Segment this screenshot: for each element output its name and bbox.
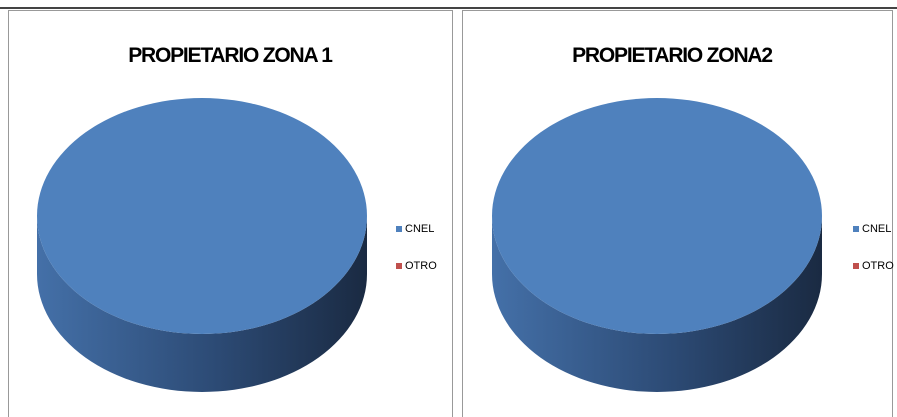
chart-title: PROPIETARIO ZONA 1	[128, 44, 333, 67]
legend-swatch	[853, 226, 859, 232]
pie-side	[492, 216, 822, 392]
pie-side	[37, 216, 367, 392]
legend-label: CNEL	[862, 223, 891, 235]
legend-swatch	[853, 263, 859, 269]
legend-swatch	[396, 263, 402, 269]
legend-label: CNEL	[405, 223, 434, 235]
panel	[462, 10, 893, 417]
pie-slice	[37, 98, 367, 334]
legend-label: OTRO	[862, 260, 894, 272]
chart-title: PROPIETARIO ZONA2	[572, 44, 772, 67]
legend-label: OTRO	[405, 260, 437, 272]
legend-swatch	[396, 226, 402, 232]
panel	[8, 10, 453, 417]
pie-slice	[492, 98, 822, 334]
